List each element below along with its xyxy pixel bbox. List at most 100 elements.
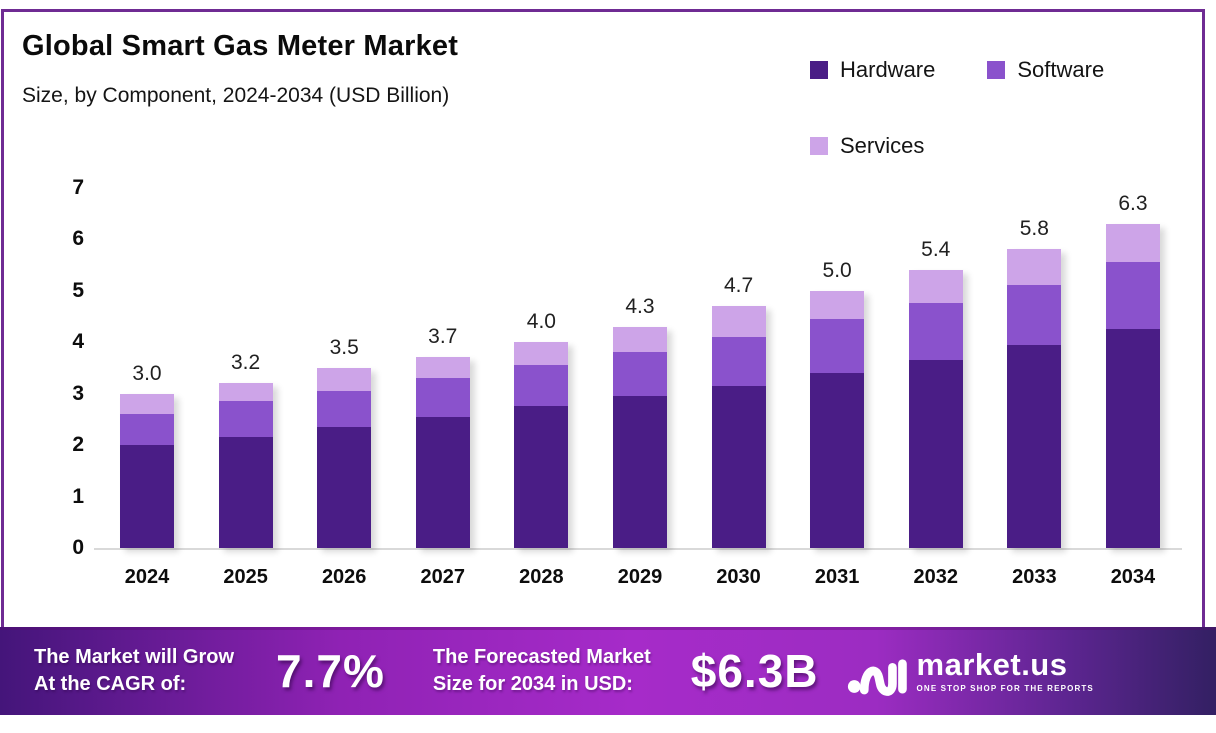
bar-stack: [120, 393, 174, 548]
software-swatch-icon: [987, 61, 1006, 79]
forecast-label: The Forecasted Market Size for 2034 in U…: [433, 644, 651, 698]
bar-segment-software: [711, 336, 766, 386]
y-tick-4: 4: [72, 330, 84, 353]
services-swatch-icon: [810, 137, 828, 155]
bar-segment-hardware: [612, 396, 667, 548]
forecast-label-line1: The Forecasted Market: [432, 646, 651, 668]
bottom-banner: The Market will Grow At the CAGR of: 7.7…: [0, 627, 1216, 715]
bar-total-label: 4.0: [526, 310, 556, 334]
bar-total-label: 5.4: [921, 237, 951, 261]
bar-segment-software: [120, 414, 174, 445]
cagr-value: 7.7%: [276, 645, 385, 697]
bar-group-2024: 3.0: [120, 362, 174, 548]
bar-group-2029: 4.3: [612, 295, 667, 548]
x-label-2027: 2027: [420, 566, 466, 588]
bar-stack: [317, 367, 372, 548]
y-tick-0: 0: [72, 536, 84, 559]
bar-segment-software: [1105, 262, 1160, 330]
y-tick-3: 3: [72, 381, 84, 405]
page-subtitle: Size, by Component, 2024-2034 (USD Billi…: [22, 84, 450, 107]
y-axis: 0 1 2 3 4 5 6 7: [46, 0, 84, 620]
bar-group-2031: 5.0: [810, 258, 865, 548]
x-label-2025: 2025: [223, 566, 268, 588]
bar-stack: [514, 342, 569, 548]
legend-label: Hardware: [840, 57, 936, 82]
x-axis-line: [94, 548, 1182, 550]
bar-total-label: 3.0: [132, 361, 162, 385]
legend-label: Services: [840, 133, 925, 158]
bar-segment-services: [1007, 249, 1062, 286]
logo-tagline: ONE STOP SHOP FOR THE REPORTS: [916, 684, 1094, 693]
bar-group-2030: 4.7: [711, 273, 766, 548]
legend-item-software: Software: [987, 57, 1104, 83]
x-label-2026: 2026: [321, 566, 367, 588]
bar-group-2027: 3.7: [415, 325, 470, 548]
bar-segment-software: [415, 378, 470, 417]
cagr-label-line1: The Market will Grow: [34, 646, 235, 668]
bar-segment-hardware: [415, 416, 470, 548]
bar-total-label: 5.0: [822, 258, 852, 282]
bar-segment-services: [317, 367, 372, 391]
y-tick-2: 2: [72, 433, 84, 456]
chart-legend: Hardware Software Services: [810, 57, 1192, 159]
forecast-label-line2: Size for 2034 in USD:: [432, 673, 633, 695]
bar-total-label: 3.7: [428, 325, 458, 349]
y-tick-6: 6: [72, 227, 84, 250]
bar-segment-services: [415, 357, 470, 379]
bar-segment-software: [317, 390, 372, 427]
bar-segment-hardware: [218, 437, 273, 548]
market-us-logo: market.us ONE STOP SHOP FOR THE REPORTS: [847, 644, 1094, 698]
x-label-2031: 2031: [814, 566, 860, 588]
bar-segment-services: [711, 305, 766, 337]
x-label-2033: 2033: [1012, 566, 1057, 588]
hardware-swatch-icon: [810, 61, 828, 79]
x-label-2029: 2029: [617, 566, 663, 588]
legend-label: Software: [1017, 57, 1105, 82]
bar-stack: [810, 290, 865, 548]
bar-total-label: 3.5: [329, 335, 359, 359]
x-label-2028: 2028: [519, 566, 564, 588]
bar-segment-hardware: [317, 426, 372, 548]
legend-item-services: Services: [810, 133, 924, 159]
bar-segment-services: [612, 326, 667, 353]
bar-segment-hardware: [711, 385, 766, 548]
x-axis-labels: 2024 2025 2026 2027 2028 2029 2030 2031 2032 2033…: [100, 566, 1180, 589]
legend-item-hardware: Hardware: [810, 57, 935, 83]
x-label-2030: 2030: [716, 566, 761, 588]
bar-group-2028: 4.0: [514, 310, 569, 548]
bar-segment-hardware: [810, 372, 865, 548]
bar-total-label: 5.8: [1019, 217, 1049, 241]
forecast-value: $6.3B: [690, 645, 819, 697]
logo-text-block: market.us ONE STOP SHOP FOR THE REPORTS: [917, 649, 1094, 693]
bar-stack: [1105, 223, 1160, 548]
bar-segment-software: [612, 352, 667, 397]
bar-segment-software: [1007, 285, 1062, 345]
bar-group-2032: 5.4: [908, 237, 963, 548]
bar-segment-hardware: [1105, 329, 1160, 548]
bar-segment-services: [1105, 223, 1160, 263]
y-tick-7: 7: [72, 175, 84, 199]
bar-segment-services: [908, 269, 963, 304]
market-us-logo-icon: [847, 659, 907, 696]
bar-group-2033: 5.8: [1007, 217, 1062, 548]
bar-segment-software: [908, 303, 963, 361]
bar-segment-services: [218, 383, 273, 402]
bar-segment-hardware: [514, 406, 569, 548]
bar-stack: [908, 269, 963, 548]
bar-total-label: 6.3: [1118, 191, 1148, 215]
bar-segment-hardware: [1007, 344, 1062, 548]
stacked-bar-plot: 3.0 3.2 3.5 3.7 4.0 4.3 4.7 5.0 5.4 5.8 6.3: [100, 186, 1180, 548]
bar-segment-services: [120, 393, 174, 415]
bar-segment-software: [514, 365, 569, 407]
bar-segment-software: [218, 401, 273, 438]
bar-stack: [415, 357, 470, 548]
bar-total-label: 4.7: [723, 273, 754, 297]
bar-segment-hardware: [120, 445, 174, 548]
bar-segment-software: [810, 318, 865, 373]
bar-group-2025: 3.2: [218, 351, 273, 548]
y-tick-1: 1: [72, 484, 84, 508]
y-tick-5: 5: [72, 278, 84, 302]
bar-segment-hardware: [908, 360, 963, 548]
x-label-2032: 2032: [913, 566, 959, 588]
